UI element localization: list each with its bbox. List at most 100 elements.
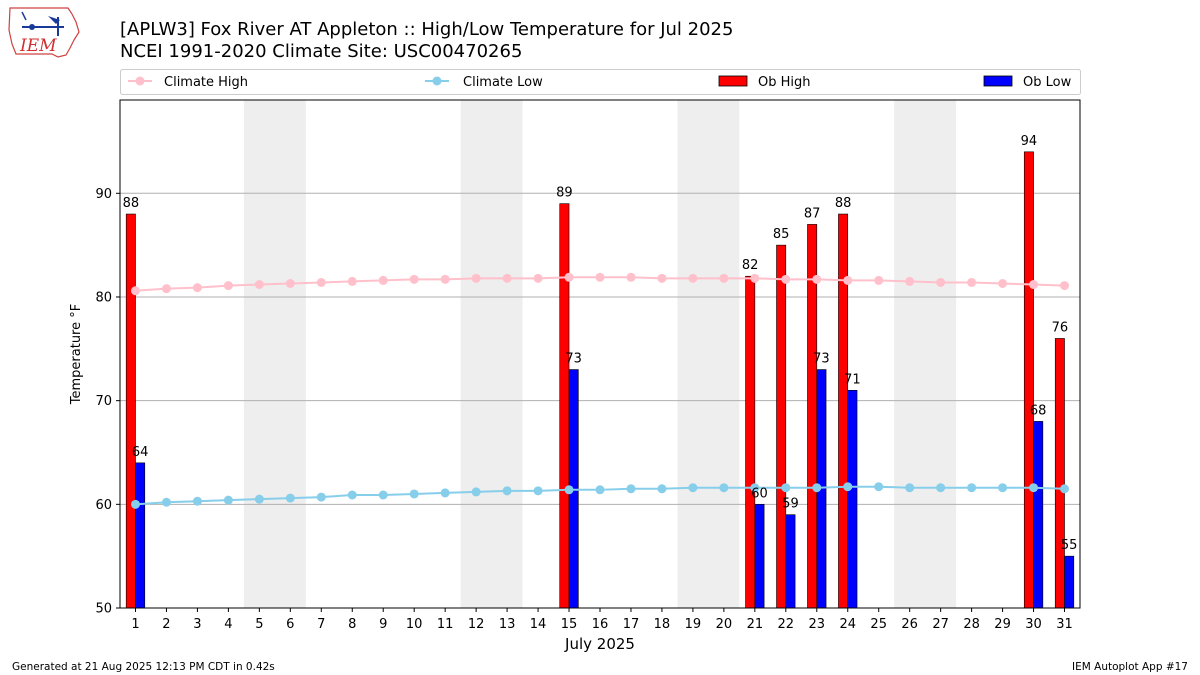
label-ob-low-31: 55 <box>1061 538 1078 553</box>
y-tick-label-50: 50 <box>95 602 112 617</box>
label-ob-low-30: 68 <box>1030 403 1047 418</box>
bar-ob-low-22 <box>785 514 796 609</box>
bar-ob-high-21 <box>745 275 756 609</box>
climate-high-point-13 <box>502 273 512 283</box>
climate-high-point-27 <box>936 277 946 287</box>
climate-high-point-11 <box>440 274 450 284</box>
climate-high-point-30 <box>1029 280 1039 290</box>
x-tick-label-7: 7 <box>317 617 325 632</box>
climate-low-point-9 <box>378 490 388 500</box>
label-ob-low-15: 73 <box>565 352 582 367</box>
y-tick-label-70: 70 <box>95 394 112 409</box>
climate-low-point-26 <box>905 483 915 493</box>
legend-climate-high: Climate High <box>128 75 248 90</box>
climate-high-point-28 <box>967 277 977 287</box>
label-ob-high-31: 76 <box>1052 320 1069 335</box>
x-tick-label-11: 11 <box>437 617 454 632</box>
x-tick-label-15: 15 <box>561 617 578 632</box>
climate-high-point-18 <box>657 273 667 283</box>
x-tick-label-4: 4 <box>224 617 232 632</box>
climate-high-point-12 <box>471 273 481 283</box>
x-tick-label-22: 22 <box>778 617 795 632</box>
x-tick-label-17: 17 <box>623 617 640 632</box>
x-tick-label-27: 27 <box>932 617 949 632</box>
climate-high-point-10 <box>409 274 419 284</box>
label-ob-high-30: 94 <box>1021 134 1038 149</box>
climate-low-point-16 <box>595 485 605 495</box>
climate-low-point-28 <box>967 483 977 493</box>
climate-low-point-20 <box>719 483 729 493</box>
climate-high-point-9 <box>378 275 388 285</box>
x-tick-label-20: 20 <box>716 617 733 632</box>
x-tick-label-8: 8 <box>348 617 356 632</box>
climate-low-point-6 <box>285 493 295 503</box>
legend-ob-low-swatch <box>983 75 1013 87</box>
y-axis-label: Temperature °F <box>69 304 84 405</box>
climate-high-point-15 <box>564 272 574 282</box>
climate-low-point-18 <box>657 484 667 494</box>
x-tick-label-12: 12 <box>468 617 485 632</box>
climate-low-point-15 <box>564 485 574 495</box>
climate-low-point-8 <box>347 490 357 500</box>
climate-high-point-4 <box>223 281 233 291</box>
bar-ob-high-31 <box>1054 338 1065 609</box>
label-ob-low-21: 60 <box>751 486 768 501</box>
x-tick-label-24: 24 <box>839 617 856 632</box>
climate-low-point-3 <box>192 496 202 506</box>
climate-high-point-3 <box>192 283 202 293</box>
weekend-shading <box>243 100 957 608</box>
legend-climate-low-marker <box>432 76 442 86</box>
legend-climate-high-marker <box>135 76 145 86</box>
weekend-shade-1 <box>243 100 306 608</box>
climate-high-point-22 <box>781 274 791 284</box>
observed-bars <box>125 151 1075 609</box>
legend-climate-low-label: Climate Low <box>463 75 543 90</box>
climate-low-point-5 <box>254 494 264 504</box>
x-tick-label-9: 9 <box>379 617 387 632</box>
y-tick-label-90: 90 <box>95 187 112 202</box>
climate-high-point-20 <box>719 273 729 283</box>
y-tick-label-60: 60 <box>95 498 112 513</box>
logo-weather-tick <box>21 11 27 21</box>
bar-ob-low-30 <box>1033 421 1044 609</box>
climate-low-point-22 <box>781 483 791 493</box>
bar-ob-low-31 <box>1064 555 1075 609</box>
legend-ob-high: Ob High <box>718 75 811 90</box>
x-axis-label: July 2025 <box>564 635 635 653</box>
label-ob-low-1: 64 <box>132 445 149 460</box>
weekend-shade-2 <box>460 100 523 608</box>
climate-high-point-8 <box>347 276 357 286</box>
x-tick-label-19: 19 <box>685 617 702 632</box>
bar-ob-low-24 <box>847 389 858 609</box>
label-ob-low-24: 71 <box>844 372 861 387</box>
x-tick-label-2: 2 <box>162 617 170 632</box>
climate-high-point-31 <box>1060 281 1070 291</box>
climate-low-point-1 <box>130 499 140 509</box>
legend-climate-low: Climate Low <box>425 75 543 90</box>
climate-lines <box>130 272 1070 509</box>
y-tick-label-80: 80 <box>95 290 112 305</box>
climate-low-point-30 <box>1029 483 1039 493</box>
climate-high-point-26 <box>905 276 915 286</box>
x-tick-label-13: 13 <box>499 617 516 632</box>
legend-climate-high-label: Climate High <box>164 75 248 90</box>
climate-low-point-21 <box>750 483 760 493</box>
logo-weather-flag <box>48 16 60 24</box>
x-tick-label-23: 23 <box>809 617 826 632</box>
climate-high-point-6 <box>285 279 295 289</box>
bar-ob-high-30 <box>1023 151 1034 609</box>
x-tick-label-14: 14 <box>530 617 547 632</box>
legend-ob-high-label: Ob High <box>758 75 811 90</box>
legend-box <box>120 69 1081 95</box>
x-tick-label-5: 5 <box>255 617 263 632</box>
bar-ob-high-15 <box>559 203 570 609</box>
legend-ob-high-swatch <box>718 75 748 87</box>
x-tick-label-18: 18 <box>654 617 671 632</box>
label-ob-high-22: 85 <box>773 227 790 242</box>
logo-weather-dot <box>29 24 35 30</box>
climate-high-point-7 <box>316 277 326 287</box>
x-tick-label-31: 31 <box>1056 617 1073 632</box>
climate-high-point-14 <box>533 273 543 283</box>
x-tick-label-10: 10 <box>406 617 423 632</box>
